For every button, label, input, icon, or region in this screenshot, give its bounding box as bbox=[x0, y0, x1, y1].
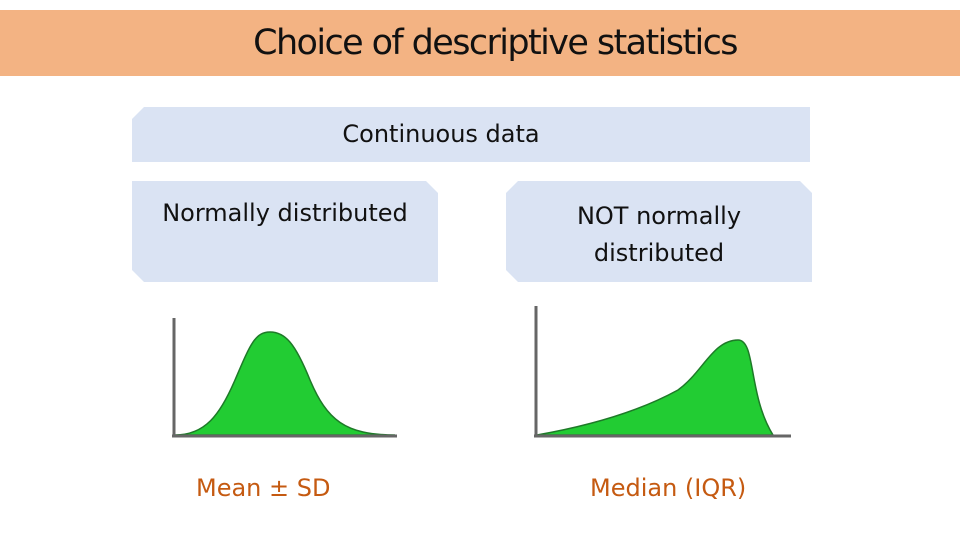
mean-sd-label: Mean ± SD bbox=[196, 474, 331, 502]
continuous-data-label: Continuous data bbox=[342, 120, 540, 148]
not-normally-distributed-label: NOT normally distributed bbox=[576, 202, 742, 267]
median-iqr-label: Median (IQR) bbox=[590, 474, 747, 502]
slide-title: Choice of descriptive statistics bbox=[253, 23, 738, 63]
title-bar bbox=[0, 10, 960, 76]
normally-distributed-label: Normally distributed bbox=[162, 199, 408, 227]
normal-curve-fill bbox=[174, 331, 396, 436]
continuous-data-box: Continuous data bbox=[132, 107, 810, 162]
normal-distribution-curve bbox=[172, 318, 397, 438]
skewed-distribution-curve bbox=[534, 306, 791, 438]
normally-distributed-box: Normally distributed bbox=[132, 181, 438, 282]
not-normally-distributed-box: NOT normally distributed bbox=[506, 181, 812, 282]
skewed-curve-fill bbox=[536, 339, 775, 436]
